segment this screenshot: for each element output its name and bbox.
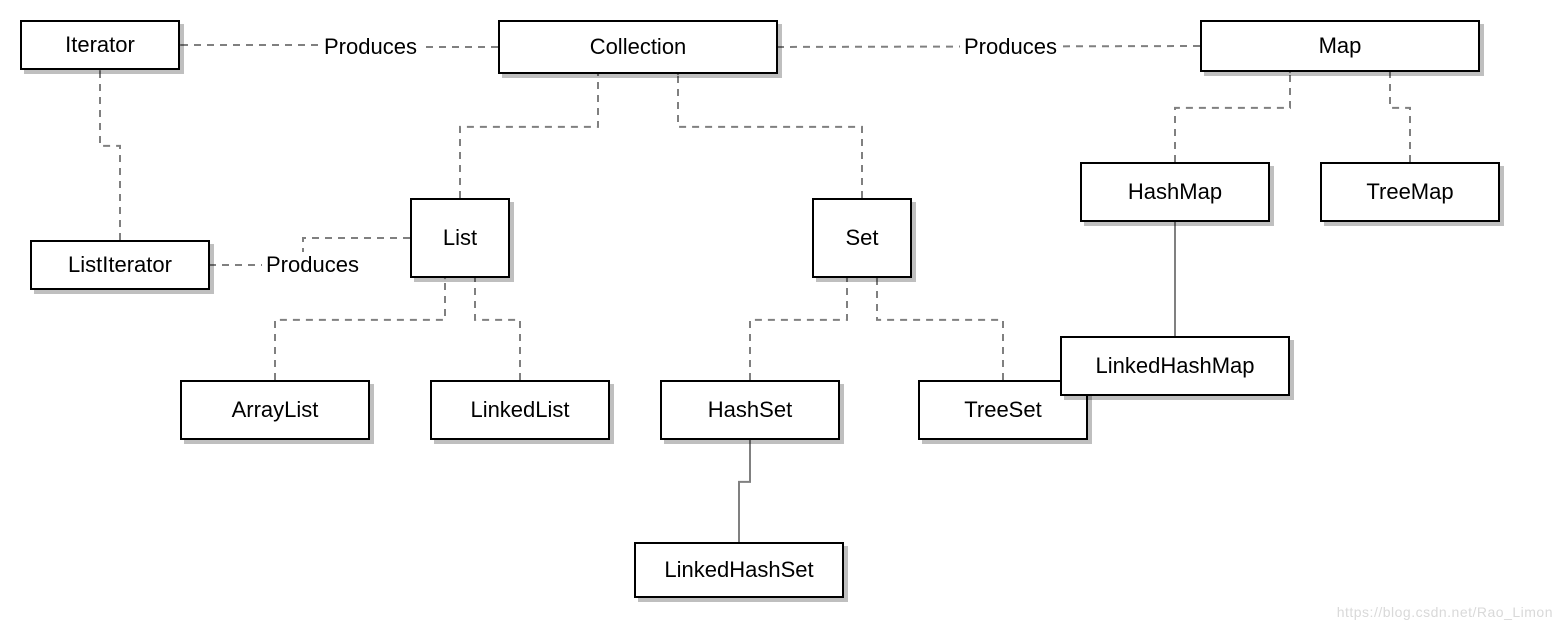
watermark: https://blog.csdn.net/Rao_Limon [1337, 604, 1553, 620]
node-hashset: HashSet [660, 380, 840, 440]
node-label: ListIterator [68, 252, 172, 278]
node-label: HashMap [1128, 179, 1222, 205]
node-map: Map [1200, 20, 1480, 72]
node-label: TreeSet [964, 397, 1041, 423]
node-hashmap: HashMap [1080, 162, 1270, 222]
node-collection: Collection [498, 20, 778, 74]
node-label: Set [845, 225, 878, 251]
node-list: List [410, 198, 510, 278]
edge-label-produces-2: Produces [960, 34, 1061, 60]
node-label: List [443, 225, 477, 251]
node-arraylist: ArrayList [180, 380, 370, 440]
node-label: Map [1319, 33, 1362, 59]
node-label: ArrayList [232, 397, 319, 423]
diagram-canvas: Iterator Collection Map ListIterator Lis… [0, 0, 1563, 626]
node-linkedhashset: LinkedHashSet [634, 542, 844, 598]
node-label: LinkedList [470, 397, 569, 423]
node-label: LinkedHashMap [1096, 353, 1255, 379]
node-iterator: Iterator [20, 20, 180, 70]
node-label: Iterator [65, 32, 135, 58]
node-listiterator: ListIterator [30, 240, 210, 290]
node-label: Collection [590, 34, 687, 60]
node-linkedhashmap: LinkedHashMap [1060, 336, 1290, 396]
node-label: HashSet [708, 397, 792, 423]
edge-label-produces-1: Produces [320, 34, 421, 60]
node-label: LinkedHashSet [664, 557, 813, 583]
node-treemap: TreeMap [1320, 162, 1500, 222]
edge-label-produces-3: Produces [262, 252, 363, 278]
node-linkedlist: LinkedList [430, 380, 610, 440]
node-label: TreeMap [1366, 179, 1453, 205]
edges-layer [0, 0, 1563, 626]
node-set: Set [812, 198, 912, 278]
